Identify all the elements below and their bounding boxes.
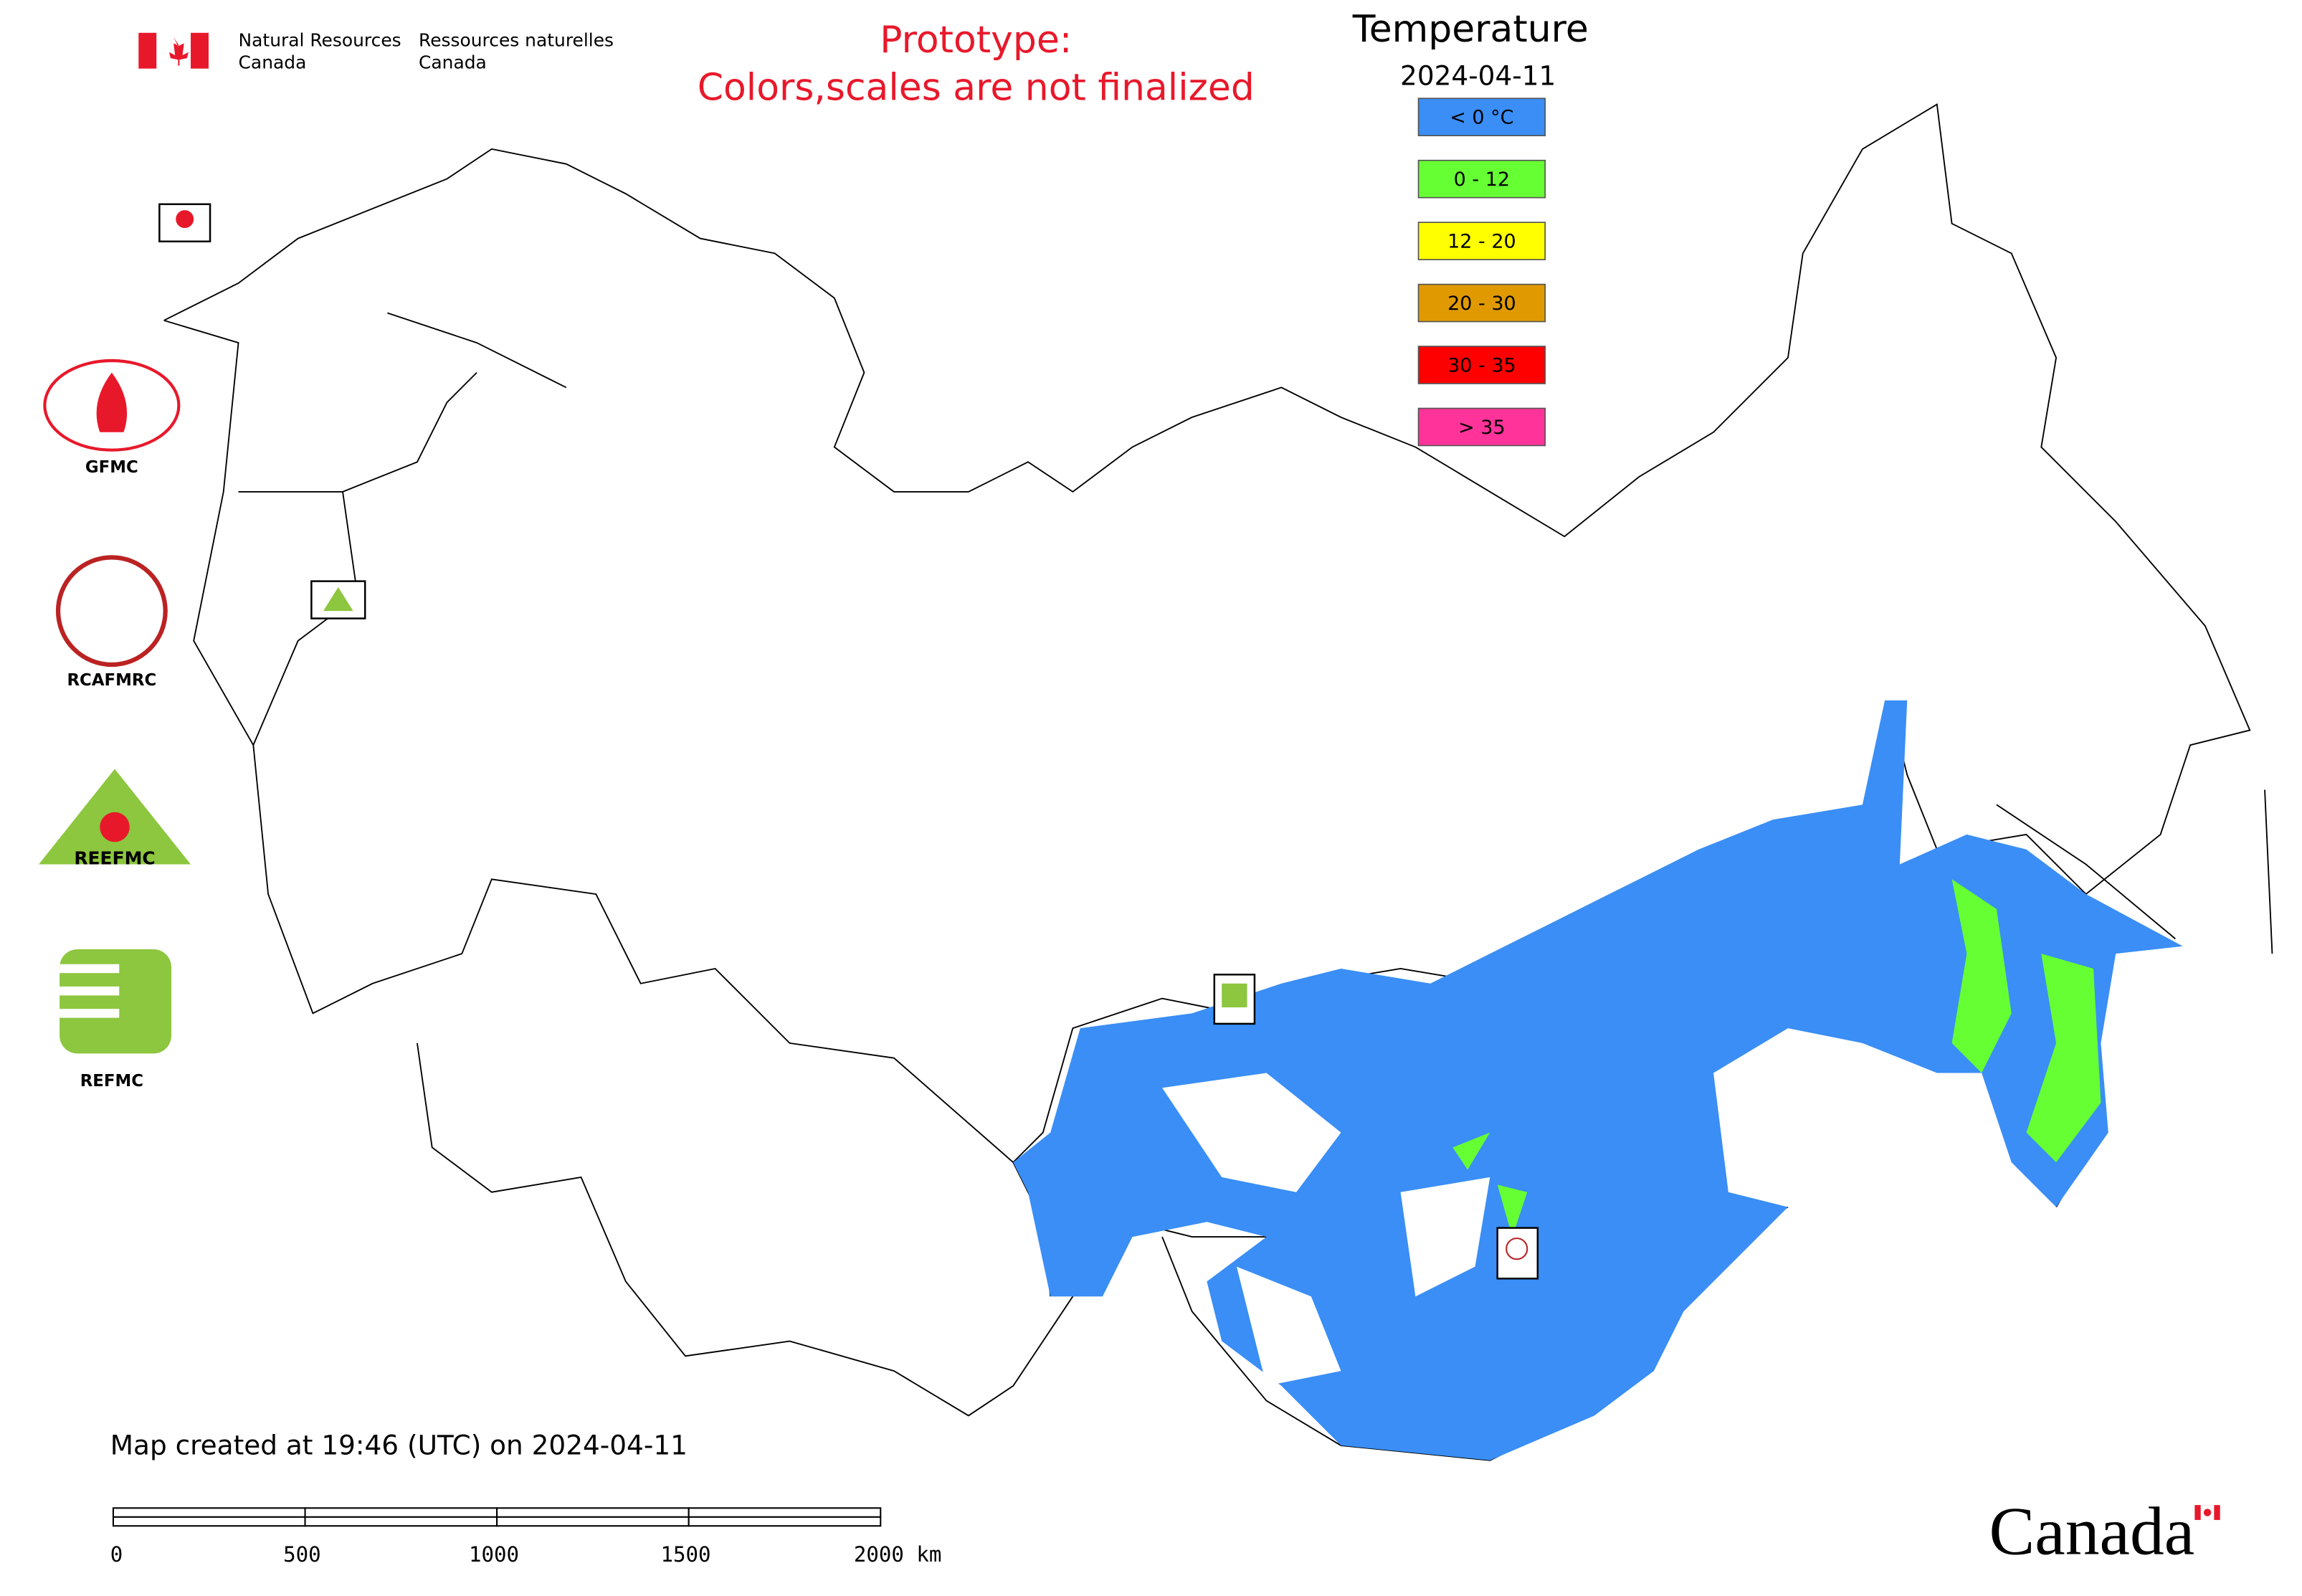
agency-en: Natural Resources	[239, 29, 401, 50]
legend-label: 20 - 30	[1447, 293, 1516, 315]
wordmark-flag	[2194, 1505, 2220, 1520]
legend-label: 0 - 12	[1454, 168, 1510, 191]
legend-title: Temperature	[1352, 8, 1589, 51]
flag	[138, 32, 209, 69]
legend-label: < 0 °C	[1450, 107, 1513, 129]
legend-swatch	[1417, 98, 1546, 137]
legend-swatch	[1417, 222, 1546, 260]
wordmark: Canada	[1989, 1493, 2195, 1569]
legend-label: 30 - 35	[1447, 354, 1516, 376]
legend: < 0 °C 0 - 12 12 - 20 20 - 30 30 - 35 > 35	[1417, 98, 1546, 447]
logo-label: RCAFMRC	[67, 671, 156, 690]
legend-date: 2024-04-11	[1400, 60, 1556, 92]
scale-label: 500	[283, 1542, 321, 1567]
legend-swatch	[1417, 407, 1546, 447]
scale-label: 0	[110, 1542, 123, 1567]
scale-label: 1000	[469, 1542, 519, 1567]
logo-label: REEFMC	[74, 847, 155, 868]
notice: Colors,scales are not finalized	[698, 66, 1255, 109]
legend-swatch	[1417, 283, 1546, 323]
agency-fr: Canada	[419, 52, 487, 73]
legend-swatch	[1417, 159, 1546, 199]
scale-bar: 0 500 1000 1500 2000 km	[110, 1507, 942, 1567]
legend-label: 12 - 20	[1447, 230, 1516, 252]
notice: Prototype:	[880, 19, 1072, 62]
legend-swatch	[1417, 346, 1546, 384]
logo-label: GFMC	[85, 458, 138, 477]
temperature-field	[1013, 700, 2183, 1460]
map-logo-markers	[158, 203, 1539, 1280]
side-logos	[39, 358, 191, 1054]
scale-label: 2000 km	[854, 1542, 942, 1567]
agency-fr: Ressources naturelles	[419, 29, 614, 50]
caption: Map created at 19:46 (UTC) on 2024-04-11	[110, 1429, 688, 1460]
scale-label: 1500	[661, 1542, 711, 1567]
legend-label: > 35	[1458, 417, 1506, 439]
logo-label: REFMC	[80, 1072, 143, 1091]
map-logo-icons	[176, 210, 1528, 1260]
agency-en: Canada	[239, 52, 307, 73]
map-outlines	[163, 103, 2273, 1461]
